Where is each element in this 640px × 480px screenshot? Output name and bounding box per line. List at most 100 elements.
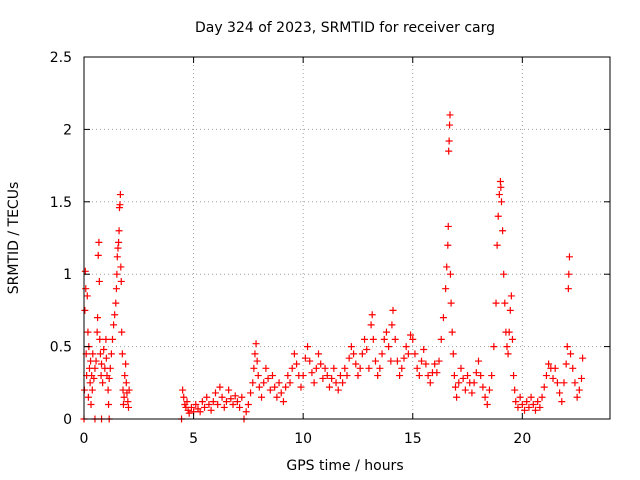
data-point bbox=[409, 335, 417, 343]
data-point bbox=[418, 357, 426, 365]
data-point bbox=[113, 270, 121, 278]
data-point bbox=[446, 121, 454, 129]
data-point bbox=[468, 389, 476, 397]
data-point bbox=[347, 343, 355, 351]
data-point bbox=[119, 386, 127, 394]
x-axis-label: GPS time / hours bbox=[286, 458, 403, 474]
data-point bbox=[222, 398, 230, 406]
data-point bbox=[387, 357, 395, 365]
data-point bbox=[512, 398, 520, 406]
data-point bbox=[308, 369, 316, 377]
data-point bbox=[96, 350, 104, 358]
data-point bbox=[282, 383, 290, 391]
data-point bbox=[212, 389, 219, 397]
data-point bbox=[511, 386, 519, 394]
data-point bbox=[264, 374, 272, 382]
data-point bbox=[117, 263, 125, 271]
x-tick-label: 15 bbox=[404, 431, 422, 447]
data-point bbox=[220, 403, 228, 411]
data-point bbox=[492, 299, 500, 307]
data-point bbox=[183, 398, 191, 406]
data-point bbox=[187, 403, 195, 411]
data-point bbox=[255, 383, 263, 391]
data-point bbox=[111, 311, 119, 319]
data-point bbox=[514, 403, 522, 411]
data-point bbox=[358, 350, 366, 358]
data-point bbox=[413, 364, 421, 372]
data-point bbox=[560, 379, 568, 387]
data-point bbox=[477, 372, 485, 380]
data-point bbox=[118, 328, 126, 336]
data-point bbox=[95, 277, 103, 285]
data-point bbox=[277, 389, 285, 397]
data-point bbox=[564, 285, 572, 293]
data-point bbox=[87, 401, 95, 409]
data-point bbox=[317, 360, 325, 368]
data-point bbox=[498, 198, 506, 206]
data-point bbox=[540, 383, 548, 391]
x-tick-label: 20 bbox=[513, 431, 531, 447]
data-point bbox=[562, 360, 570, 368]
data-point bbox=[233, 398, 241, 406]
data-point bbox=[120, 393, 128, 401]
data-point bbox=[531, 406, 539, 414]
data-point bbox=[102, 335, 110, 343]
data-point bbox=[380, 335, 388, 343]
data-point bbox=[446, 270, 454, 278]
data-point bbox=[93, 328, 101, 336]
data-point bbox=[242, 408, 250, 416]
data-point bbox=[435, 357, 443, 365]
data-point bbox=[424, 372, 432, 380]
data-point bbox=[105, 401, 113, 409]
data-point bbox=[490, 343, 498, 351]
data-point bbox=[116, 191, 124, 199]
data-point bbox=[95, 238, 103, 246]
data-point bbox=[258, 393, 266, 401]
data-point bbox=[518, 401, 526, 409]
data-point bbox=[389, 306, 397, 314]
data-point bbox=[114, 244, 122, 252]
data-point bbox=[107, 350, 115, 358]
data-point bbox=[97, 372, 105, 380]
data-point bbox=[363, 345, 371, 353]
y-axis-label: SRMTID / TECUs bbox=[6, 182, 22, 295]
data-point bbox=[288, 364, 296, 372]
data-point bbox=[89, 350, 97, 358]
data-point bbox=[112, 285, 120, 293]
data-point bbox=[180, 393, 188, 401]
data-point bbox=[290, 350, 298, 358]
data-point bbox=[251, 350, 259, 358]
data-point bbox=[306, 357, 314, 365]
data-point bbox=[268, 372, 276, 380]
data-point bbox=[209, 398, 217, 406]
data-point bbox=[500, 270, 508, 278]
data-point bbox=[426, 379, 434, 387]
data-point bbox=[443, 263, 451, 271]
data-point bbox=[445, 137, 453, 145]
data-point bbox=[236, 403, 244, 411]
data-point bbox=[396, 372, 404, 380]
data-point bbox=[368, 311, 376, 319]
data-point bbox=[321, 364, 329, 372]
data-point bbox=[286, 379, 294, 387]
data-point bbox=[238, 393, 246, 401]
data-point bbox=[510, 372, 518, 380]
data-point bbox=[253, 357, 261, 365]
data-point bbox=[542, 372, 550, 380]
data-point bbox=[119, 401, 127, 409]
data-point bbox=[352, 360, 360, 368]
data-point bbox=[551, 364, 559, 372]
data-point bbox=[218, 393, 226, 401]
data-point bbox=[516, 393, 524, 401]
data-point bbox=[225, 386, 233, 394]
x-tick-label: 10 bbox=[294, 431, 312, 447]
data-point bbox=[122, 360, 130, 368]
data-point bbox=[472, 369, 480, 377]
data-point bbox=[453, 393, 461, 401]
data-point bbox=[125, 386, 133, 394]
data-point bbox=[499, 227, 507, 235]
data-point bbox=[382, 328, 390, 336]
data-point bbox=[297, 383, 305, 391]
data-point bbox=[94, 314, 102, 322]
data-point bbox=[100, 345, 108, 353]
